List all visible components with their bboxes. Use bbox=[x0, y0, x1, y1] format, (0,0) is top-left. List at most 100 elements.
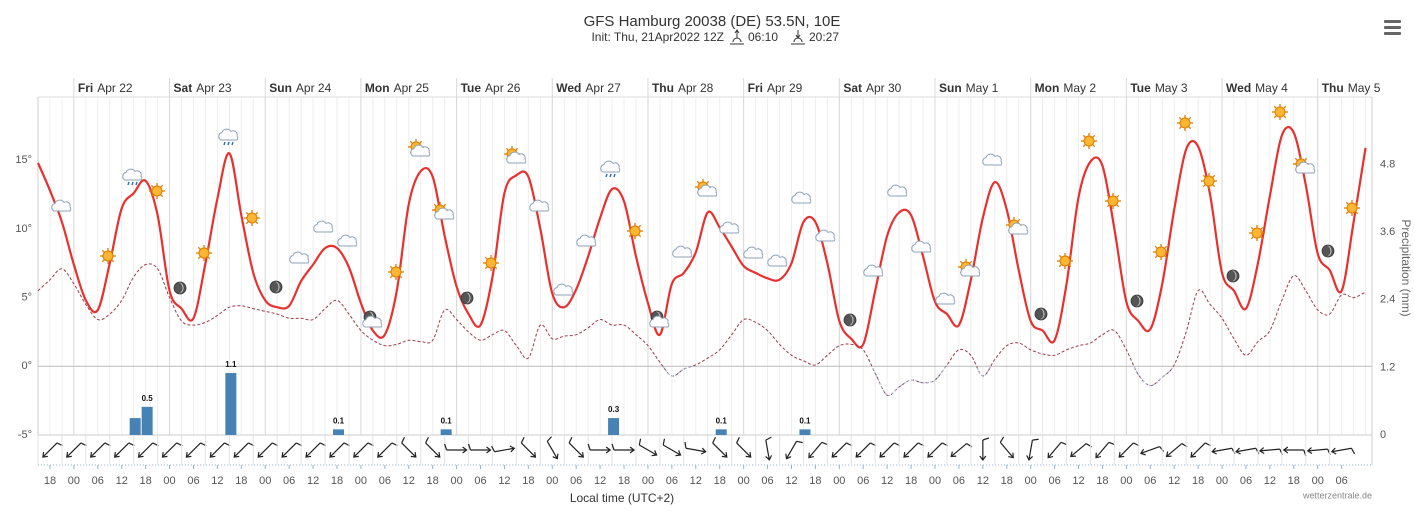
day-label: Fri Apr 29 bbox=[748, 81, 803, 95]
weather-icon bbox=[936, 293, 955, 304]
y-tick-label: 5° bbox=[21, 292, 32, 304]
wind-arrow-part bbox=[329, 452, 335, 458]
wind-arrow-part bbox=[765, 440, 770, 460]
day-label: Thu May 5 bbox=[1322, 81, 1381, 95]
wind-arrow bbox=[638, 438, 658, 457]
x-tick-label: 12 bbox=[1168, 475, 1180, 487]
wind-arrow-part bbox=[736, 437, 740, 444]
weather-icon bbox=[408, 139, 430, 156]
wind-arrow-part bbox=[209, 452, 216, 458]
x-tick-label: 12 bbox=[116, 475, 128, 487]
weather-icon bbox=[504, 146, 526, 163]
wind-arrow-part bbox=[684, 441, 687, 449]
wind-arrow-part bbox=[638, 444, 657, 456]
plot-area: Fri Apr 22 Sat Apr 23 Sun Apr 24 Mon Apr 25 Tue A… bbox=[15, 78, 1395, 487]
day-label: Thu Apr 28 bbox=[652, 81, 714, 95]
wind-arrow-part bbox=[950, 443, 967, 457]
wind-arrow bbox=[1139, 446, 1165, 456]
wind-arrow-part bbox=[90, 452, 96, 458]
weather-icon bbox=[363, 311, 382, 327]
menu-button[interactable] bbox=[1384, 20, 1401, 35]
wind-arrow-part bbox=[712, 442, 728, 458]
wind-arrow-part bbox=[685, 447, 706, 453]
wind-arrow-part bbox=[1095, 452, 1102, 459]
wind-arrow-part bbox=[401, 442, 417, 458]
bar-value-label: 0.3 bbox=[608, 405, 620, 414]
wind-arrow bbox=[879, 442, 901, 458]
bar-value-label: 1.1 bbox=[225, 360, 237, 369]
weather-icon bbox=[148, 182, 166, 200]
wind-arrow-part bbox=[796, 440, 803, 444]
day-date: May 4 bbox=[1255, 81, 1288, 95]
wind-arrow-part bbox=[745, 452, 752, 458]
wind-arrow-part bbox=[950, 451, 957, 458]
x-tick-label: 18 bbox=[522, 475, 534, 487]
wind-arrow bbox=[377, 442, 398, 458]
x-tick-label: 18 bbox=[618, 475, 630, 487]
day-date: May 2 bbox=[1063, 81, 1096, 95]
x-tick-label: 00 bbox=[355, 475, 367, 487]
wind-arrow-part bbox=[305, 442, 321, 458]
x-tick-label: 12 bbox=[690, 475, 702, 487]
wind-arrow bbox=[42, 442, 63, 458]
day-weekday: Tue bbox=[461, 81, 482, 95]
wind-arrow bbox=[1118, 442, 1140, 458]
wind-arrow-part bbox=[662, 444, 681, 456]
day-date: May 3 bbox=[1155, 81, 1188, 95]
wind-arrow-part bbox=[66, 442, 82, 458]
day-weekday: Thu bbox=[1322, 81, 1344, 95]
temperature-line bbox=[36, 125, 1367, 349]
wind-arrow-part bbox=[879, 442, 895, 458]
y2-tick-label: 1.2 bbox=[1380, 361, 1395, 373]
y2-tick-label: 3.6 bbox=[1380, 226, 1395, 238]
wind-arrow-part bbox=[1070, 451, 1076, 458]
wind-arrow-part bbox=[434, 452, 441, 458]
wind-arrow-part bbox=[281, 452, 288, 458]
x-tick-label: 18 bbox=[331, 475, 343, 487]
x-tick-label: 18 bbox=[44, 475, 56, 487]
x-tick-label: 12 bbox=[211, 475, 223, 487]
wind-arrow bbox=[903, 442, 925, 458]
wind-arrow-part bbox=[520, 437, 525, 444]
weather-icon bbox=[912, 241, 931, 252]
wind-arrow bbox=[137, 442, 159, 458]
weather-icon bbox=[432, 202, 454, 219]
wind-arrow-part bbox=[552, 453, 559, 460]
bar-value-label: 0.1 bbox=[799, 416, 811, 425]
wind-arrow-part bbox=[999, 436, 1005, 443]
weather-icon bbox=[601, 161, 620, 177]
x-tick-label: 06 bbox=[1048, 475, 1060, 487]
wind-arrow-part bbox=[1306, 447, 1313, 455]
wind-arrow-part bbox=[185, 452, 192, 458]
wind-arrow-part bbox=[90, 442, 106, 458]
wind-arrow bbox=[305, 442, 327, 458]
wind-arrow bbox=[444, 443, 468, 454]
x-tick-label: 18 bbox=[427, 475, 439, 487]
x-tick-label: 06 bbox=[474, 475, 486, 487]
wind-arrow-part bbox=[1032, 438, 1039, 441]
wind-arrow-part bbox=[578, 452, 584, 458]
wind-arrow-part bbox=[305, 452, 312, 458]
wind-arrow-part bbox=[494, 447, 515, 453]
y-tick-label: 15° bbox=[15, 154, 32, 166]
x-axis-label: Local time (UTC+2) bbox=[570, 491, 674, 505]
credit: wetterzentrale.de bbox=[1302, 490, 1372, 500]
x-tick-label: 06 bbox=[1144, 475, 1156, 487]
weather-icon bbox=[626, 222, 644, 240]
wind-arrow-part bbox=[611, 443, 615, 451]
wind-arrow-part bbox=[1190, 442, 1206, 458]
wind-arrow bbox=[611, 443, 636, 454]
wind-arrow-part bbox=[42, 442, 58, 458]
wind-arrow bbox=[401, 437, 417, 458]
weather-icon bbox=[1226, 269, 1240, 283]
wind-arrow-part bbox=[1095, 441, 1110, 459]
weather-icon bbox=[1152, 243, 1170, 261]
wind-arrow bbox=[1190, 442, 1212, 458]
day-date: Apr 27 bbox=[585, 81, 621, 95]
weather-icon bbox=[1034, 307, 1048, 321]
wind-arrow-part bbox=[1008, 452, 1014, 459]
weather-icon bbox=[673, 246, 692, 257]
wind-arrow bbox=[1211, 447, 1236, 455]
wind-arrow bbox=[233, 442, 255, 458]
weather-icon bbox=[1176, 114, 1194, 132]
